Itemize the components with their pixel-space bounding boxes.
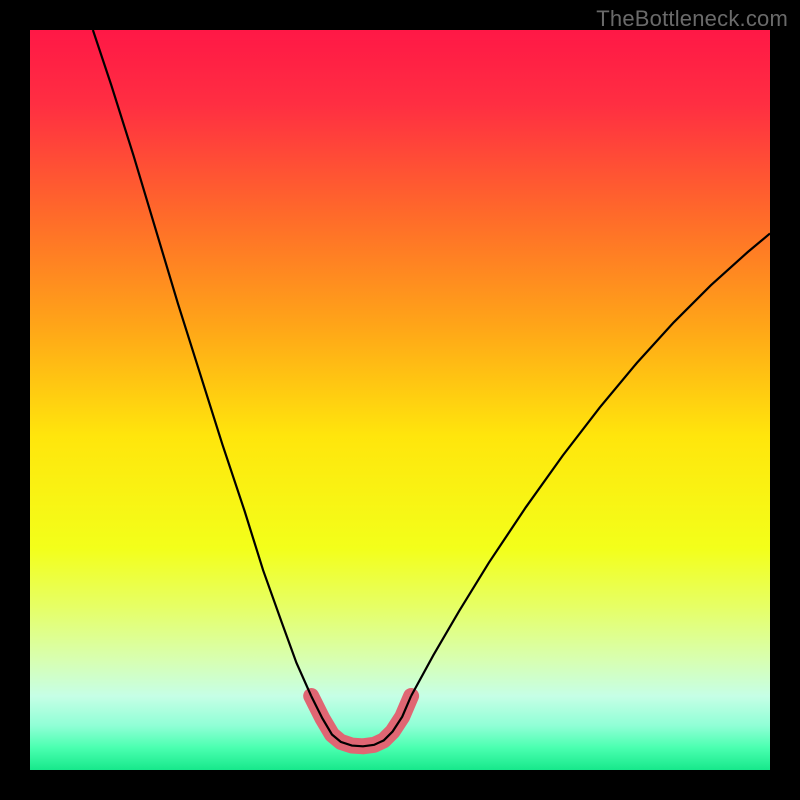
- watermark-text: TheBottleneck.com: [596, 6, 788, 32]
- plot-background: [30, 30, 770, 770]
- chart-frame: TheBottleneck.com: [0, 0, 800, 800]
- bottleneck-plot: [30, 30, 770, 770]
